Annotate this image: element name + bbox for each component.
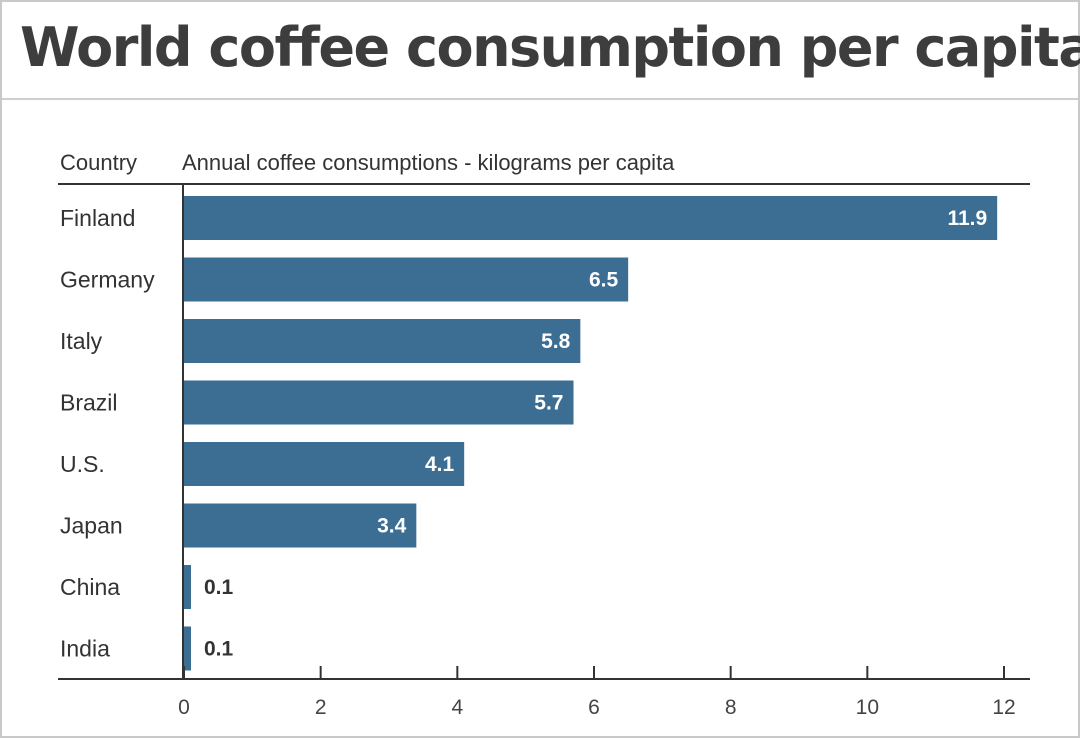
category-label-brazil: Brazil [60,390,118,416]
bar-china [184,565,191,609]
bar-germany [184,257,629,302]
category-label-china: China [60,574,120,600]
category-label-u-s: U.S. [60,451,105,477]
category-label-japan: Japan [60,513,123,539]
value-header: Annual coffee consumptions - kilograms p… [182,150,675,175]
category-label-finland: Finland [60,205,135,231]
x-tick-label: 0 [178,696,190,719]
category-label-india: India [60,636,110,662]
bar-italy [184,319,581,363]
x-tick-label: 10 [856,696,879,719]
x-tick-label: 6 [588,696,600,719]
chart-header: World coffee consumption per capita [2,2,1080,100]
x-tick-label: 2 [315,696,327,719]
bar-finland [184,196,998,240]
value-label-japan: 3.4 [377,515,407,538]
chart-title: World coffee consumption per capita [20,16,1080,79]
bars-layer: Finland 11.9 Germany 6.5 Italy 5.8 Brazil 5.7 U.… [60,196,998,671]
value-label-germany: 6.5 [589,269,619,292]
value-label-finland: 11.9 [947,207,987,230]
x-tick-label: 12 [992,696,1015,719]
x-tick-label: 4 [451,696,463,719]
category-header: Country [60,150,137,175]
value-label-italy: 5.8 [541,330,571,353]
category-label-italy: Italy [60,328,103,354]
value-label-india: 0.1 [204,638,234,661]
bar-u-s [184,442,465,486]
value-label-u-s: 4.1 [425,453,455,476]
value-label-china: 0.1 [204,576,234,599]
bar-brazil [184,380,574,425]
category-label-germany: Germany [60,267,155,293]
value-label-brazil: 5.7 [534,392,563,415]
bar-india [184,626,191,671]
x-axis: 0 2 4 6 8 10 12 [178,666,1016,719]
bar-japan [184,503,417,548]
x-tick-label: 8 [725,696,737,719]
